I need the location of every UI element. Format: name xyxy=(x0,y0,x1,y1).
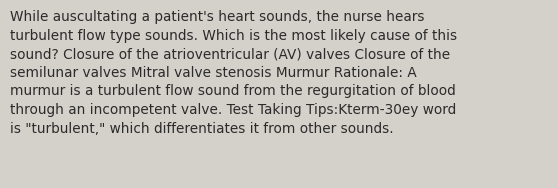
Text: While auscultating a patient's heart sounds, the nurse hears
turbulent flow type: While auscultating a patient's heart sou… xyxy=(10,10,457,136)
